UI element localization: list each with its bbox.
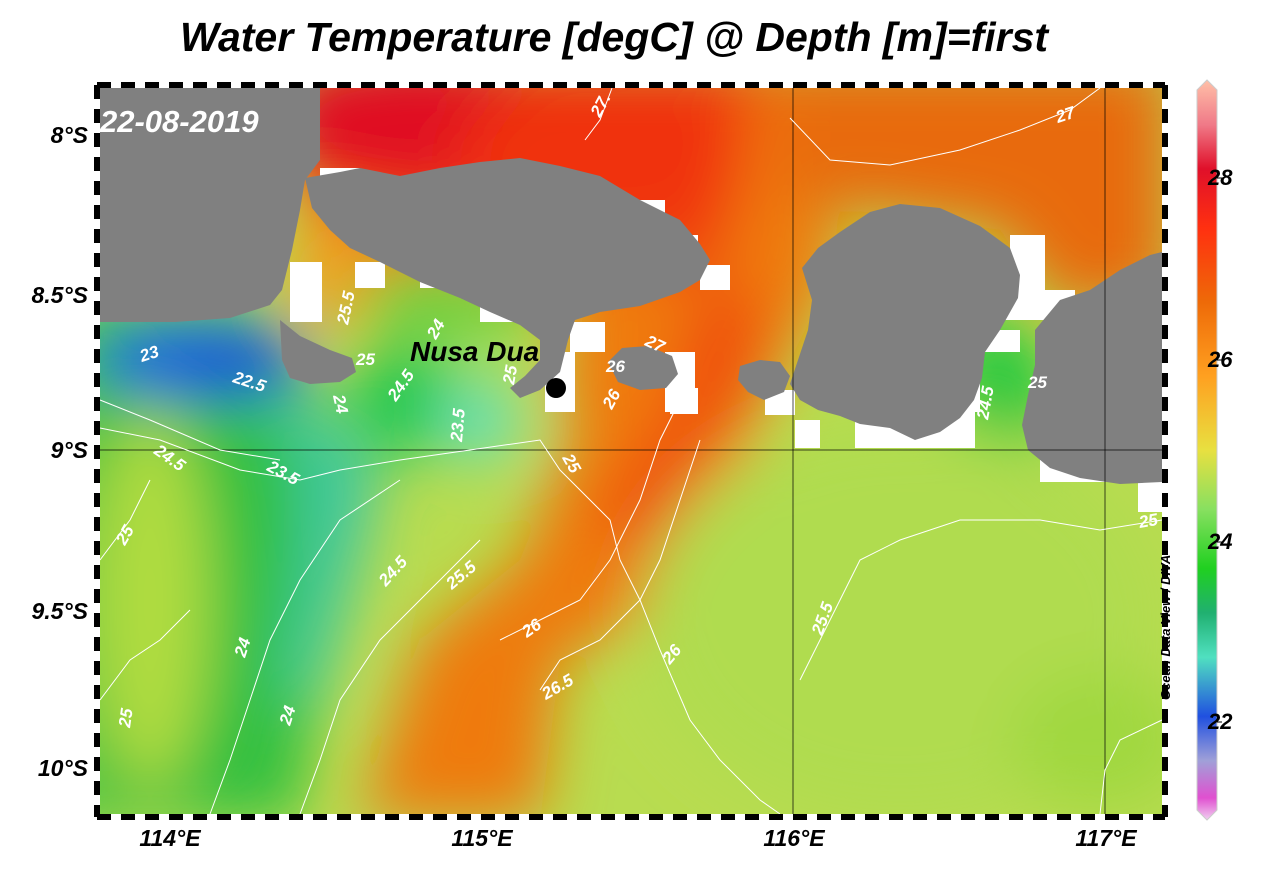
colorbar-tick-label: 24 <box>1208 529 1233 554</box>
colorbar-tick-label: 22 <box>1208 709 1233 734</box>
station-label: Nusa Dua <box>410 336 540 367</box>
contour-label: 26 <box>605 357 625 376</box>
contour-label: 25 <box>1136 510 1159 532</box>
credit-label: Ocean Data View / DIVA <box>1158 554 1173 700</box>
lombok-island <box>790 204 1020 440</box>
colorbar-tick-label: 28 <box>1208 165 1233 190</box>
nusa-penida <box>608 346 678 390</box>
contour-label: 25 <box>1027 373 1047 392</box>
colorbar <box>1196 79 1218 821</box>
lat-tick-label: 10°S <box>37 755 88 781</box>
contour-label: 23.5 <box>447 407 469 443</box>
land-masses <box>100 88 1162 484</box>
contour-label: 25 <box>115 707 137 730</box>
colorbar-ticks <box>1217 177 1222 723</box>
sumbawa-island <box>1022 252 1162 484</box>
java-east-peninsula <box>280 320 356 384</box>
lon-tick-label: 114°E <box>139 825 201 851</box>
lombok-west-islands <box>738 360 790 400</box>
contour-label: 25 <box>499 363 521 386</box>
java-island <box>100 88 320 322</box>
lon-tick-label: 116°E <box>763 825 825 851</box>
page-title: Water Temperature [degC] @ Depth [m]=fir… <box>180 14 1049 60</box>
contour-label: 24 <box>329 392 352 416</box>
lat-tick-label: 9.5°S <box>31 598 88 624</box>
station-marker <box>546 378 566 398</box>
contour-lines <box>99 87 1163 815</box>
lon-tick-label: 115°E <box>451 825 513 851</box>
colorbar-tick-label: 26 <box>1208 347 1233 372</box>
grid-lines <box>100 88 1162 814</box>
bali-island <box>305 158 710 398</box>
lat-tick-label: 9°S <box>50 437 88 463</box>
contour-label: 25 <box>355 350 375 369</box>
date-label: 22-08-2019 <box>100 104 259 139</box>
lat-tick-label: 8.5°S <box>31 282 88 308</box>
lat-tick-label: 8°S <box>50 122 88 148</box>
map-frame <box>94 82 1168 820</box>
lon-tick-label: 117°E <box>1075 825 1137 851</box>
